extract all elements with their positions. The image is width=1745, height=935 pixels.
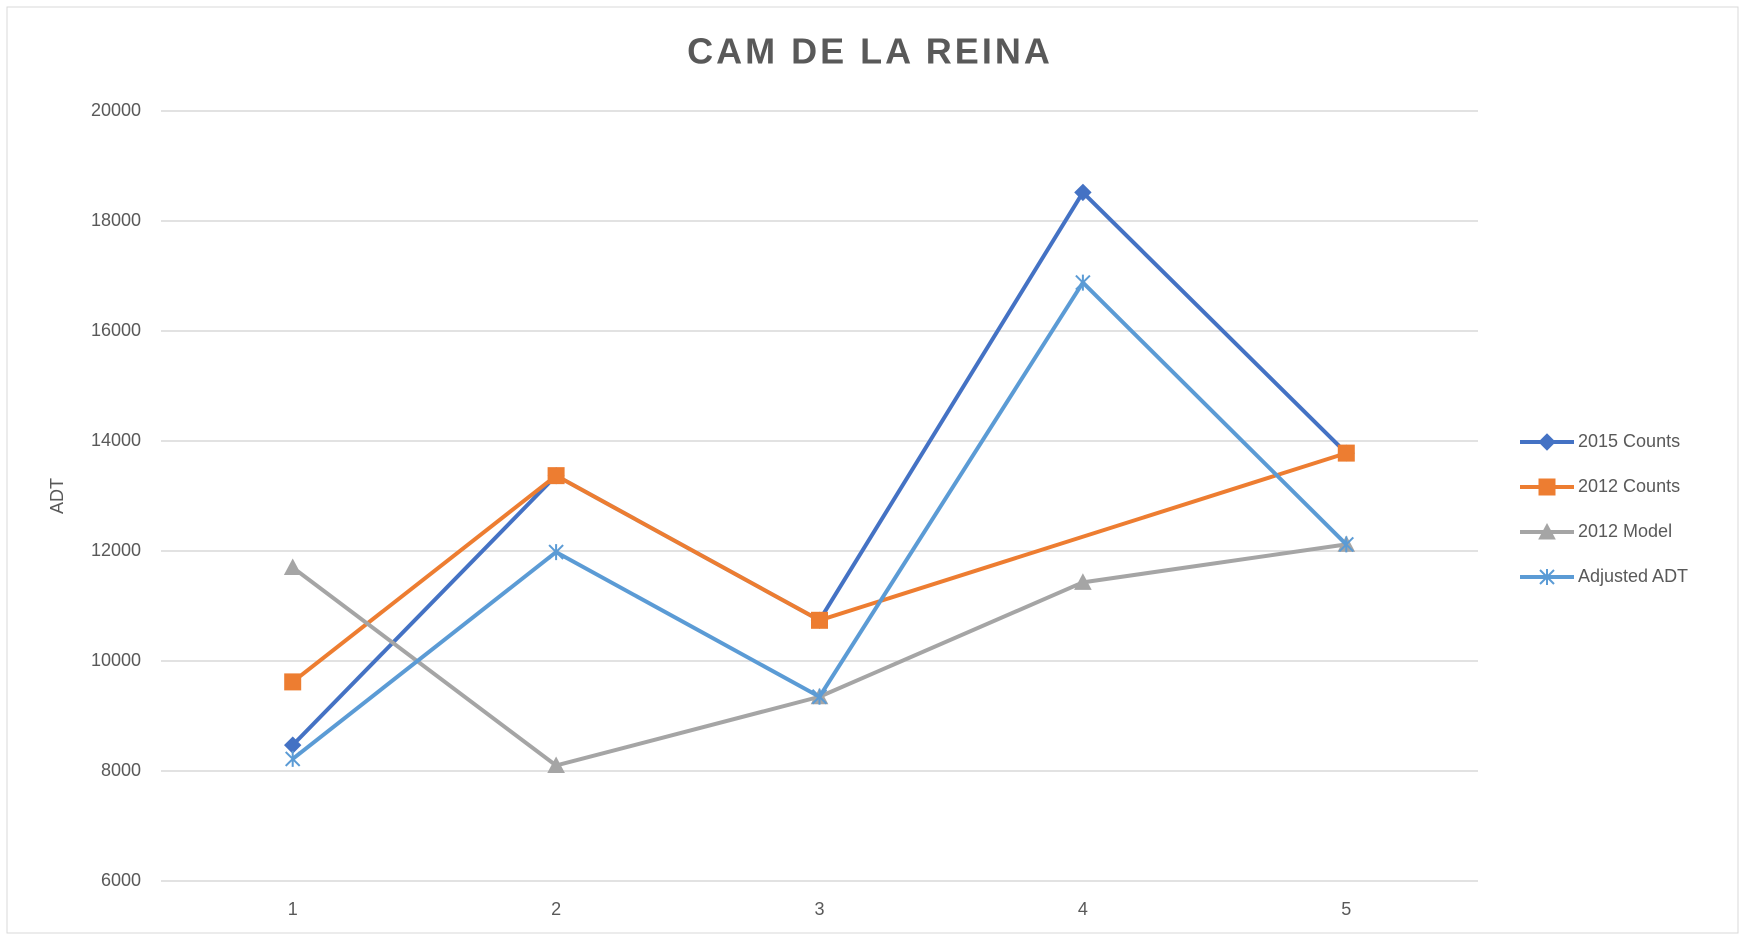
y-tick-label: 12000 bbox=[91, 540, 141, 560]
gap-connector bbox=[818, 451, 1347, 623]
x-tick-label: 3 bbox=[814, 899, 824, 919]
x-tick-label: 2 bbox=[551, 899, 561, 919]
marker bbox=[1337, 444, 1355, 462]
x-tick-label: 1 bbox=[288, 899, 298, 919]
marker bbox=[284, 750, 301, 767]
marker bbox=[1538, 478, 1556, 496]
legend-label: Adjusted ADT bbox=[1578, 566, 1688, 586]
y-tick-label: 10000 bbox=[91, 650, 141, 670]
chart-title: CAM DE LA REINA bbox=[687, 31, 1053, 72]
marker bbox=[547, 467, 565, 485]
y-tick-label: 8000 bbox=[101, 760, 141, 780]
legend-label: 2015 Counts bbox=[1578, 431, 1680, 451]
marker bbox=[548, 544, 564, 561]
marker bbox=[1074, 183, 1092, 202]
marker bbox=[811, 611, 828, 629]
y-tick-label: 6000 bbox=[101, 870, 141, 890]
marker bbox=[283, 558, 302, 575]
y-tick-label: 14000 bbox=[91, 430, 141, 450]
y-axis-label: ADT bbox=[47, 478, 67, 514]
marker bbox=[1338, 536, 1355, 553]
y-tick-label: 18000 bbox=[91, 210, 141, 230]
marker bbox=[811, 688, 828, 705]
x-tick-label: 5 bbox=[1341, 899, 1351, 919]
marker bbox=[1539, 569, 1555, 585]
chart-border bbox=[6, 6, 1739, 934]
y-tick-label: 20000 bbox=[91, 100, 141, 120]
y-tick-label: 16000 bbox=[91, 320, 141, 340]
marker bbox=[1075, 274, 1091, 291]
legend-label: 2012 Model bbox=[1578, 521, 1672, 541]
legend-label: 2012 Counts bbox=[1578, 476, 1680, 496]
marker bbox=[1538, 433, 1556, 451]
marker bbox=[1538, 522, 1556, 540]
marker bbox=[1074, 573, 1092, 590]
x-tick-label: 4 bbox=[1078, 899, 1088, 919]
marker bbox=[284, 673, 302, 691]
marker bbox=[547, 756, 565, 773]
